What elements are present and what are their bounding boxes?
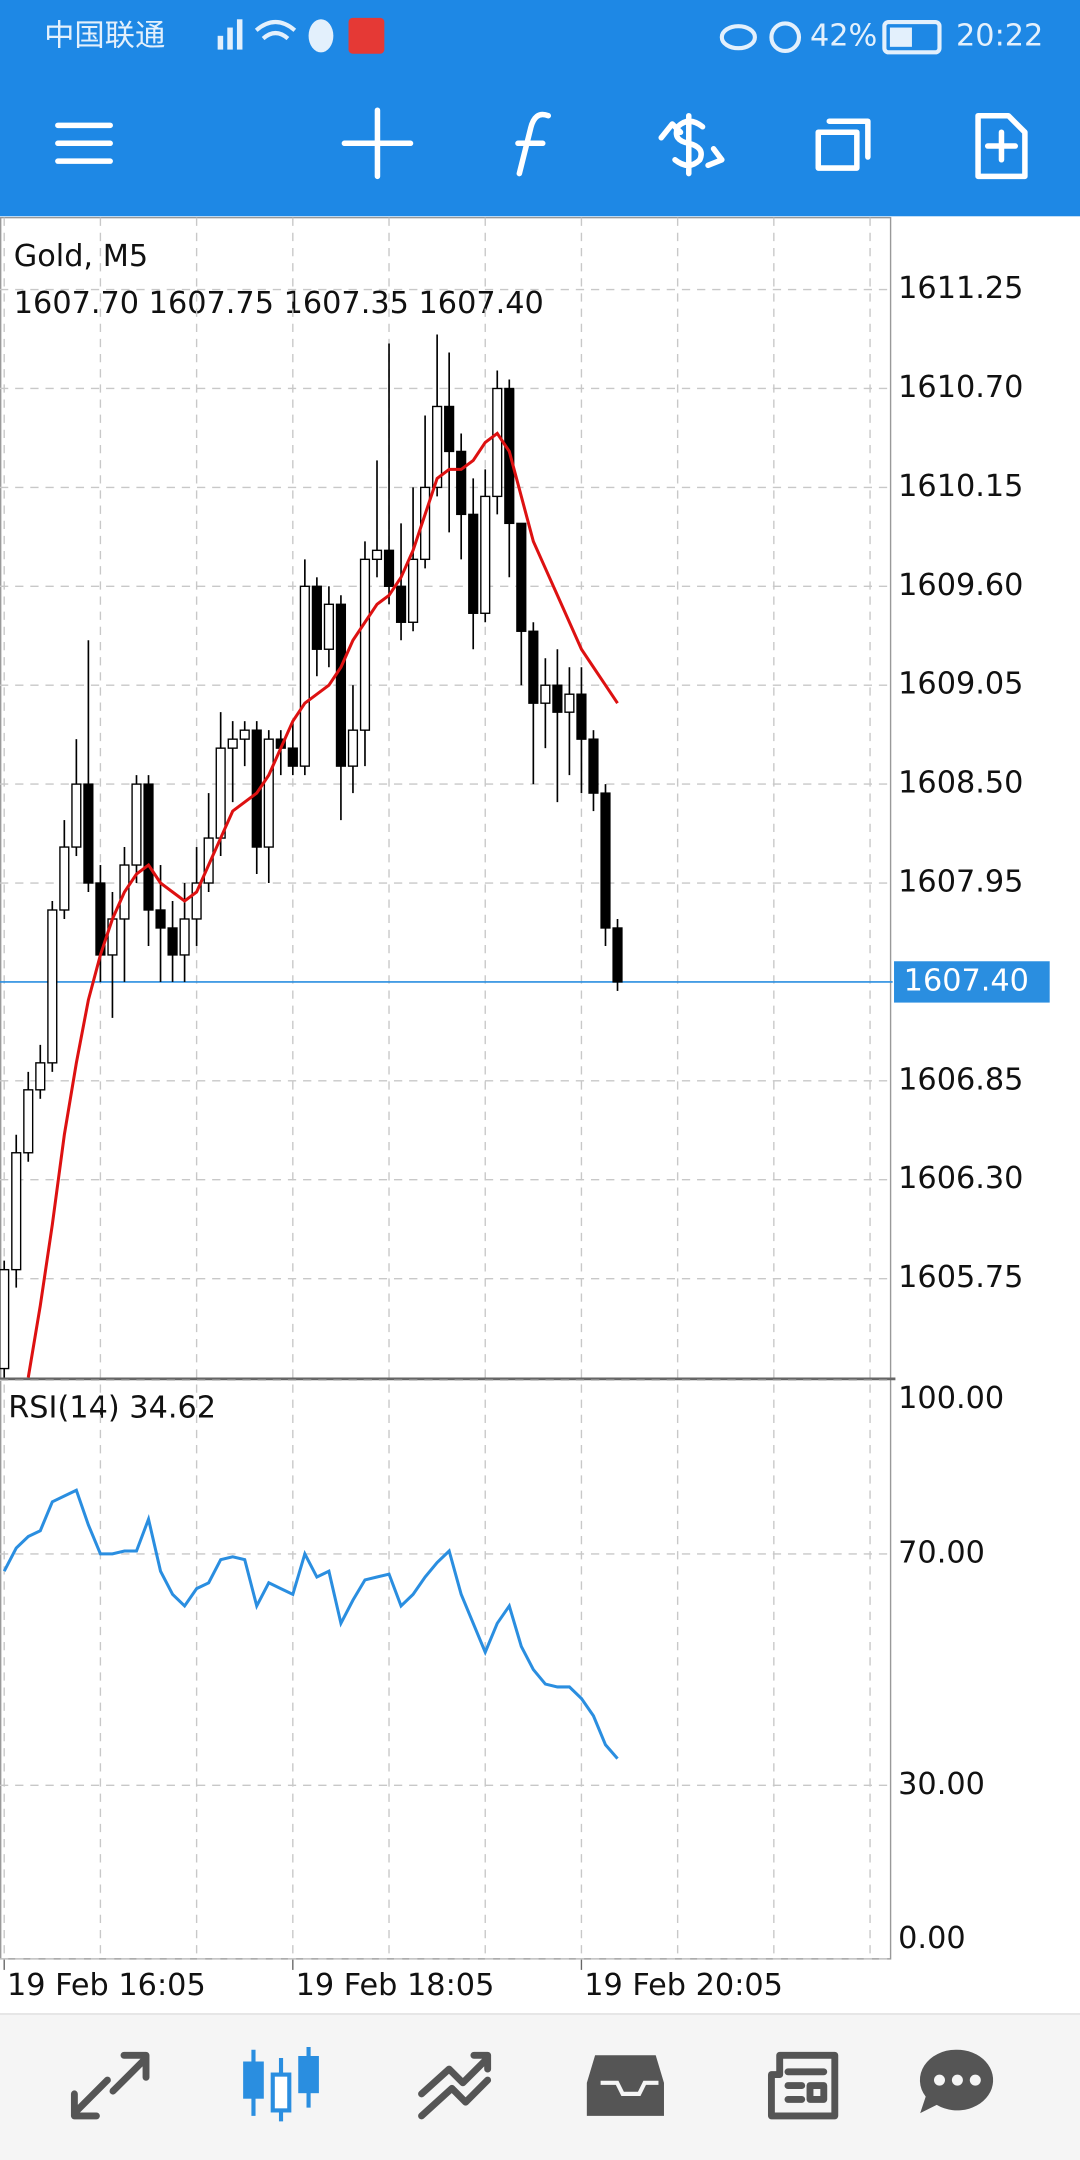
- y-tick-label: 1607.95: [898, 865, 1023, 900]
- menu-button[interactable]: [55, 122, 113, 164]
- candle-body: [227, 738, 238, 749]
- y-tick-label: 0.00: [898, 1921, 965, 1956]
- candle-body: [155, 909, 166, 929]
- rsi-title: RSI(14) 34.62: [8, 1391, 216, 1426]
- candle-body: [191, 882, 202, 920]
- candle-body: [432, 405, 443, 489]
- chat-tab[interactable]: [919, 2049, 994, 2114]
- candle-body: [47, 909, 58, 1064]
- new-order-button[interactable]: [975, 112, 1028, 180]
- y-tick-label: 1610.70: [898, 370, 1023, 405]
- y-tick-label: 1609.60: [898, 568, 1023, 603]
- crosshair-button[interactable]: [341, 107, 414, 180]
- candle-body: [0, 1268, 10, 1370]
- y-tick-label: 1605.75: [898, 1260, 1023, 1295]
- quotes-tab[interactable]: [70, 2051, 150, 2120]
- candle-body: [600, 792, 611, 929]
- candle-body: [299, 585, 310, 767]
- candle-body: [83, 783, 94, 884]
- symbol-title: Gold, M5: [14, 239, 148, 274]
- chart-frame: [0, 216, 892, 1960]
- candle-body: [480, 495, 491, 614]
- current-price-badge: [894, 961, 1050, 1003]
- candle-body: [516, 522, 527, 632]
- windows-button[interactable]: [815, 118, 871, 171]
- candle-body: [59, 846, 70, 911]
- candle-body: [71, 783, 82, 848]
- y-tick-label: 30.00: [898, 1767, 985, 1802]
- signal-icons: [217, 17, 385, 54]
- y-tick-label: 1608.50: [898, 766, 1023, 801]
- candle-body: [588, 738, 599, 794]
- y-tick-label: 70.00: [898, 1535, 985, 1570]
- x-tick-label: 19 Feb 18:05: [296, 1968, 495, 2003]
- chart-tab[interactable]: [243, 2047, 319, 2122]
- candle-body: [492, 387, 503, 498]
- candle-body: [359, 558, 371, 731]
- candle-body: [287, 747, 298, 767]
- clock: 20:22: [956, 19, 1043, 54]
- x-tick-label: 19 Feb 16:05: [7, 1968, 206, 2003]
- candle-body: [564, 693, 575, 713]
- history-tab[interactable]: [586, 2055, 664, 2116]
- candle-body: [167, 927, 178, 956]
- candle-body: [215, 747, 226, 839]
- candle-body: [23, 1089, 34, 1154]
- candle-body: [323, 603, 334, 650]
- y-tick-label: 1609.05: [898, 667, 1023, 702]
- status-right-icons: [719, 19, 942, 55]
- candle-body: [239, 729, 250, 740]
- candle-body: [383, 549, 395, 587]
- candle-body: [456, 450, 467, 516]
- x-tick-label: 19 Feb 20:05: [584, 1968, 783, 2003]
- y-tick-label: 100.00: [898, 1381, 1004, 1416]
- candle-body: [468, 513, 479, 614]
- candle-body: [179, 918, 190, 956]
- y-tick-label: 1606.30: [898, 1161, 1023, 1196]
- ohlc-readout: 1607.70 1607.75 1607.35 1607.40: [14, 286, 544, 321]
- candle-body: [528, 630, 539, 704]
- candle-body: [347, 729, 359, 767]
- candle-body: [371, 549, 383, 561]
- candle-body: [35, 1062, 46, 1091]
- candle-body: [335, 603, 347, 767]
- bottom-nav: [0, 2013, 1080, 2160]
- candle-body: [612, 927, 623, 983]
- candle-body: [552, 684, 563, 713]
- candle-body: [540, 684, 551, 704]
- candle-body: [263, 738, 274, 848]
- carrier: 中国联通: [44, 19, 165, 54]
- moving-average-line: [26, 431, 619, 1378]
- rsi-line: [2, 1488, 619, 1760]
- candle-body: [311, 585, 322, 650]
- trade-button[interactable]: [658, 112, 725, 177]
- y-tick-label: 1610.15: [898, 469, 1023, 504]
- candle-body: [131, 783, 142, 866]
- current-price-label: 1607.40: [904, 963, 1029, 998]
- indicators-button[interactable]: [515, 111, 552, 177]
- candle-body: [444, 405, 455, 453]
- battery-level: 42%: [810, 19, 877, 54]
- candle-body: [11, 1152, 22, 1271]
- candle-body: [407, 558, 419, 623]
- candle-body: [576, 693, 587, 740]
- candle-body: [203, 837, 214, 884]
- news-tab[interactable]: [767, 2051, 839, 2120]
- trade-tab[interactable]: [418, 2051, 492, 2120]
- y-tick-label: 1611.25: [898, 271, 1023, 306]
- candle-body: [143, 783, 154, 911]
- candle-body: [395, 585, 407, 623]
- y-tick-label: 1606.85: [898, 1062, 1023, 1097]
